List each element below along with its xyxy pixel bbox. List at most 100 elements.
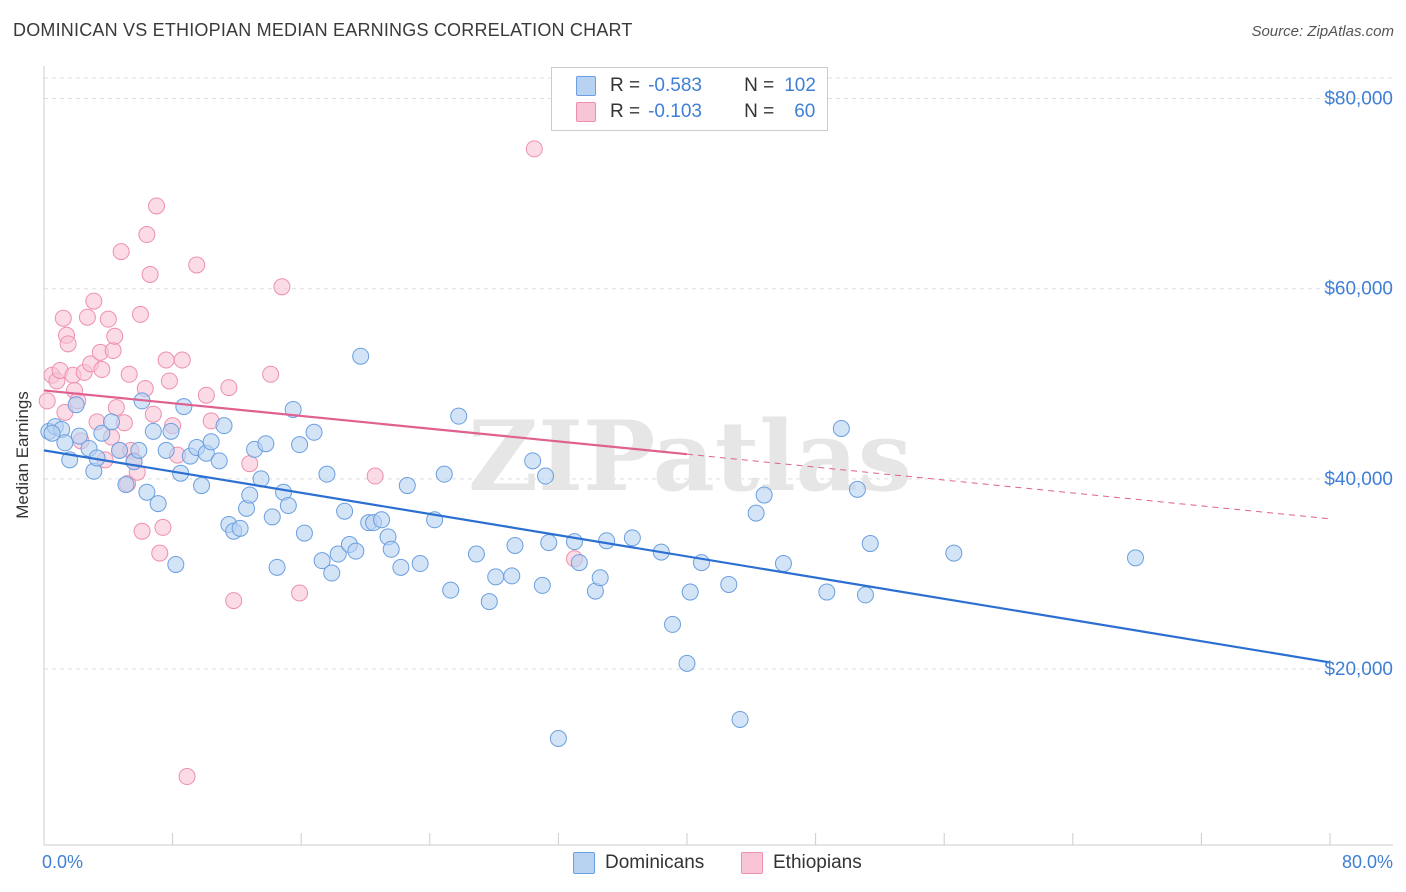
legend-r-value: -0.583 [648,75,702,96]
dominican-point [398,477,416,495]
dominican-point [435,465,453,483]
dominican-point [467,545,485,563]
ethiopians-swatch [576,102,596,122]
dominican-point [570,554,588,572]
gridlines [44,77,1393,670]
ethiopian-point [99,310,117,328]
dominican-point [56,434,74,452]
dominican-point [93,424,111,442]
legend-item-dominicans[interactable]: Dominicans [573,852,704,874]
ethiopian-point [104,342,122,360]
dominican-point [157,441,175,459]
dominican-point [231,519,249,537]
dominican-point [202,433,220,451]
ethiopian-point [38,392,56,410]
legend-item-ethiopians[interactable]: Ethiopians [741,852,862,874]
y-tick-label: $60,000 [1324,279,1393,300]
correlation-legend: R = -0.583 N = 102 R = -0.103 N = 60 [551,67,828,131]
legend-n-label: N = [744,101,775,122]
dominican-point [162,422,180,440]
dominican-point [103,413,121,431]
dominican-point [832,419,850,437]
dominican-point [257,435,275,453]
dominican-point [480,593,498,611]
ethiopian-point [262,365,280,383]
dominican-point [1126,549,1144,567]
ethiopian-point [148,197,166,215]
dominican-point [352,347,370,365]
y-tick-label: $40,000 [1324,469,1393,490]
watermark: ZIPatlas [468,400,912,513]
ethiopian-point [273,278,291,296]
dominican-point [43,424,61,442]
dominican-point [411,555,429,573]
ethiopian-point [54,309,72,327]
dominican-point [210,452,228,470]
ethiopian-point [151,544,169,562]
ethiopians-trend-line [43,389,688,456]
ethiopian-point [154,518,172,536]
legend-n-label: N = [744,75,775,96]
legend-n-value: 60 [794,101,816,122]
legend-n-value: 102 [784,75,816,96]
dominican-point [263,508,281,526]
dominican-point [720,575,738,593]
dominican-point [318,465,336,483]
dominican-point [117,476,135,494]
ethiopian-point [138,226,156,244]
dominican-point [149,495,167,513]
legend-row-ethiopians: R = -0.103 N = 60 [576,100,815,124]
dominican-point [598,532,616,550]
dominican-point [503,567,521,585]
ethiopian-point [59,335,77,353]
ethiopian-point [291,584,309,602]
dominican-point [336,502,354,520]
dominican-point [506,536,524,554]
dominican-point [268,558,286,576]
dominican-point [540,534,558,552]
dominicans-swatch [573,852,595,874]
dominican-point [295,524,313,542]
ethiopians-swatch [741,852,763,874]
dominican-point [373,511,391,529]
legend-row-dominicans: R = -0.583 N = 102 [576,74,816,98]
legend-r-label: R = [610,75,641,96]
ethiopian-point [106,327,124,345]
dominican-point [450,407,468,425]
ethiopian-point [160,372,178,390]
dominican-point [347,542,365,560]
dominican-point [329,545,347,563]
dominican-point [861,535,879,553]
legend-r-value: -0.103 [648,101,702,122]
ethiopian-point [225,592,243,610]
dominicans-trend-line [43,449,1331,664]
dominican-point [70,427,88,445]
x-tick-right: 80.0% [1341,852,1393,872]
dominican-point [818,583,836,601]
dominican-point [167,555,185,573]
dominican-point [241,486,259,504]
ethiopian-point [78,308,96,326]
dominican-point [664,615,682,633]
dominican-point [487,568,505,586]
dominican-point [755,486,773,504]
dominican-point [848,480,866,498]
dominican-point [130,441,148,459]
dominicans-points [40,347,1144,747]
y-tick-labels: $20,000 $40,000 $60,000 $80,000 [1324,89,1393,681]
y-tick-label: $20,000 [1324,659,1393,680]
dominican-point [144,422,162,440]
ethiopian-point [144,405,162,423]
legend-label-dominicans: Dominicans [605,852,705,873]
dominican-point [623,529,641,547]
ethiopian-point [366,467,384,485]
ethiopian-point [120,365,138,383]
legend-label-ethiopians: Ethiopians [773,852,862,873]
dominican-point [284,400,302,418]
axes [43,66,1393,846]
dominican-point [392,558,410,576]
ethiopian-point [241,455,259,473]
ethiopian-point [131,305,149,323]
ethiopians-trend-extension [686,453,1331,520]
dominican-point [524,452,542,470]
